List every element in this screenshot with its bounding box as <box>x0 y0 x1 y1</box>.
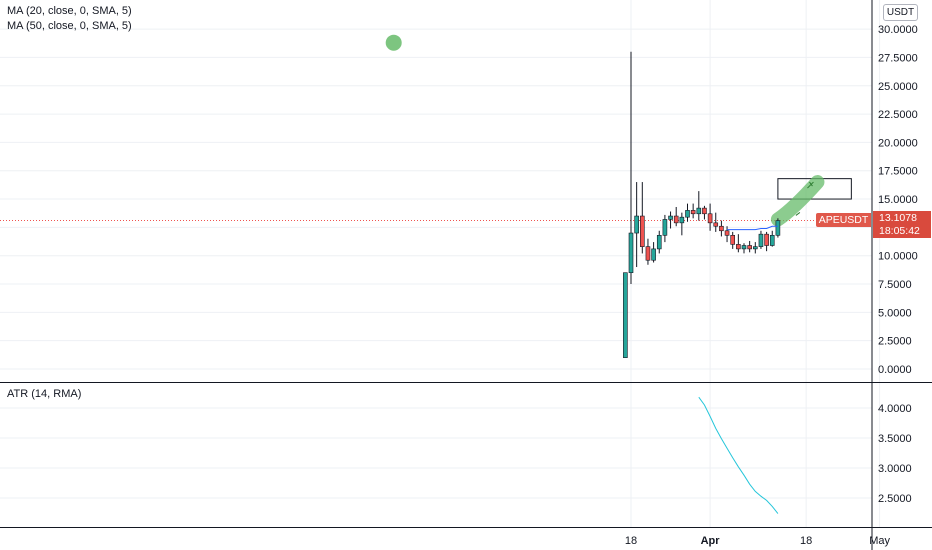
candle-body <box>623 272 628 358</box>
grid <box>0 0 881 527</box>
price-tick-label: 0.0000 <box>878 364 912 376</box>
candle-body <box>775 220 781 236</box>
candle-body <box>713 222 719 227</box>
price-tick-label: 7.5000 <box>878 279 912 291</box>
brush-stroke <box>770 175 825 227</box>
bar-countdown: 18:05:42 <box>879 224 920 237</box>
price-tick-label: 25.0000 <box>878 81 918 93</box>
candle-body <box>656 235 662 250</box>
ma20-series <box>727 225 778 231</box>
candle-body <box>719 225 724 232</box>
annotations[interactable] <box>385 34 852 227</box>
atr-tick-label: 3.5000 <box>878 433 912 445</box>
candle-body <box>724 230 730 236</box>
atr-series <box>698 396 779 514</box>
candle-body <box>662 219 668 236</box>
time-tick-label: Apr <box>701 535 721 547</box>
currency-button[interactable]: USDT <box>883 4 918 21</box>
price-tick-label: 2.5000 <box>878 336 912 348</box>
atr-line <box>698 396 779 514</box>
candle-body <box>673 215 679 224</box>
atr-legend[interactable]: ATR (14, RMA) <box>7 388 82 400</box>
price-tick-label: 30.0000 <box>878 24 918 36</box>
candle-body <box>730 235 736 245</box>
candle-body <box>707 213 713 224</box>
candle-body <box>696 207 702 215</box>
time-tick-label: 18 <box>800 535 812 547</box>
last-price-tag: 13.1078 18:05:42 <box>873 211 931 238</box>
candle-body <box>736 244 741 250</box>
candles <box>623 51 781 358</box>
ma20-legend[interactable]: MA (20, close, 0, SMA, 5) <box>7 5 132 17</box>
candle-body <box>685 210 690 218</box>
candle-body <box>668 215 673 220</box>
candle-body <box>634 215 639 234</box>
ma20-line <box>727 225 778 231</box>
price-tick-label: 22.5000 <box>878 109 918 121</box>
price-tick-label: 15.0000 <box>878 194 918 206</box>
candle-body <box>741 245 747 250</box>
candle-body <box>679 216 685 224</box>
candle-body <box>690 210 696 215</box>
annotation-dot <box>385 34 402 51</box>
candle-body <box>752 246 758 250</box>
time-tick-label: 18 <box>625 535 637 547</box>
candle-body <box>645 246 651 261</box>
candle-body <box>769 235 775 246</box>
time-tick-label: May <box>869 535 890 547</box>
candle-body <box>702 207 707 215</box>
price-tick-label: 17.5000 <box>878 166 918 178</box>
candle-body <box>628 232 634 273</box>
axes[interactable]: 0.00002.50005.00007.500010.000012.500015… <box>625 24 918 547</box>
brush-marks <box>795 181 814 216</box>
candle-body <box>764 233 769 246</box>
atr-tick-label: 3.0000 <box>878 463 912 475</box>
price-tick-label: 5.0000 <box>878 307 912 319</box>
price-tick-label: 20.0000 <box>878 137 918 149</box>
candle-body <box>747 245 752 250</box>
candle-body <box>639 215 645 247</box>
last-price-value: 13.1078 <box>879 212 917 224</box>
candle-body <box>758 233 764 247</box>
candle-body <box>651 248 656 261</box>
atr-tick-label: 4.0000 <box>878 403 912 415</box>
ma50-legend[interactable]: MA (50, close, 0, SMA, 5) <box>7 20 132 32</box>
atr-tick-label: 2.5000 <box>878 493 912 505</box>
symbol-tag: APEUSDT <box>816 213 871 227</box>
price-tick-label: 10.0000 <box>878 251 918 263</box>
price-tick-label: 27.5000 <box>878 52 918 64</box>
